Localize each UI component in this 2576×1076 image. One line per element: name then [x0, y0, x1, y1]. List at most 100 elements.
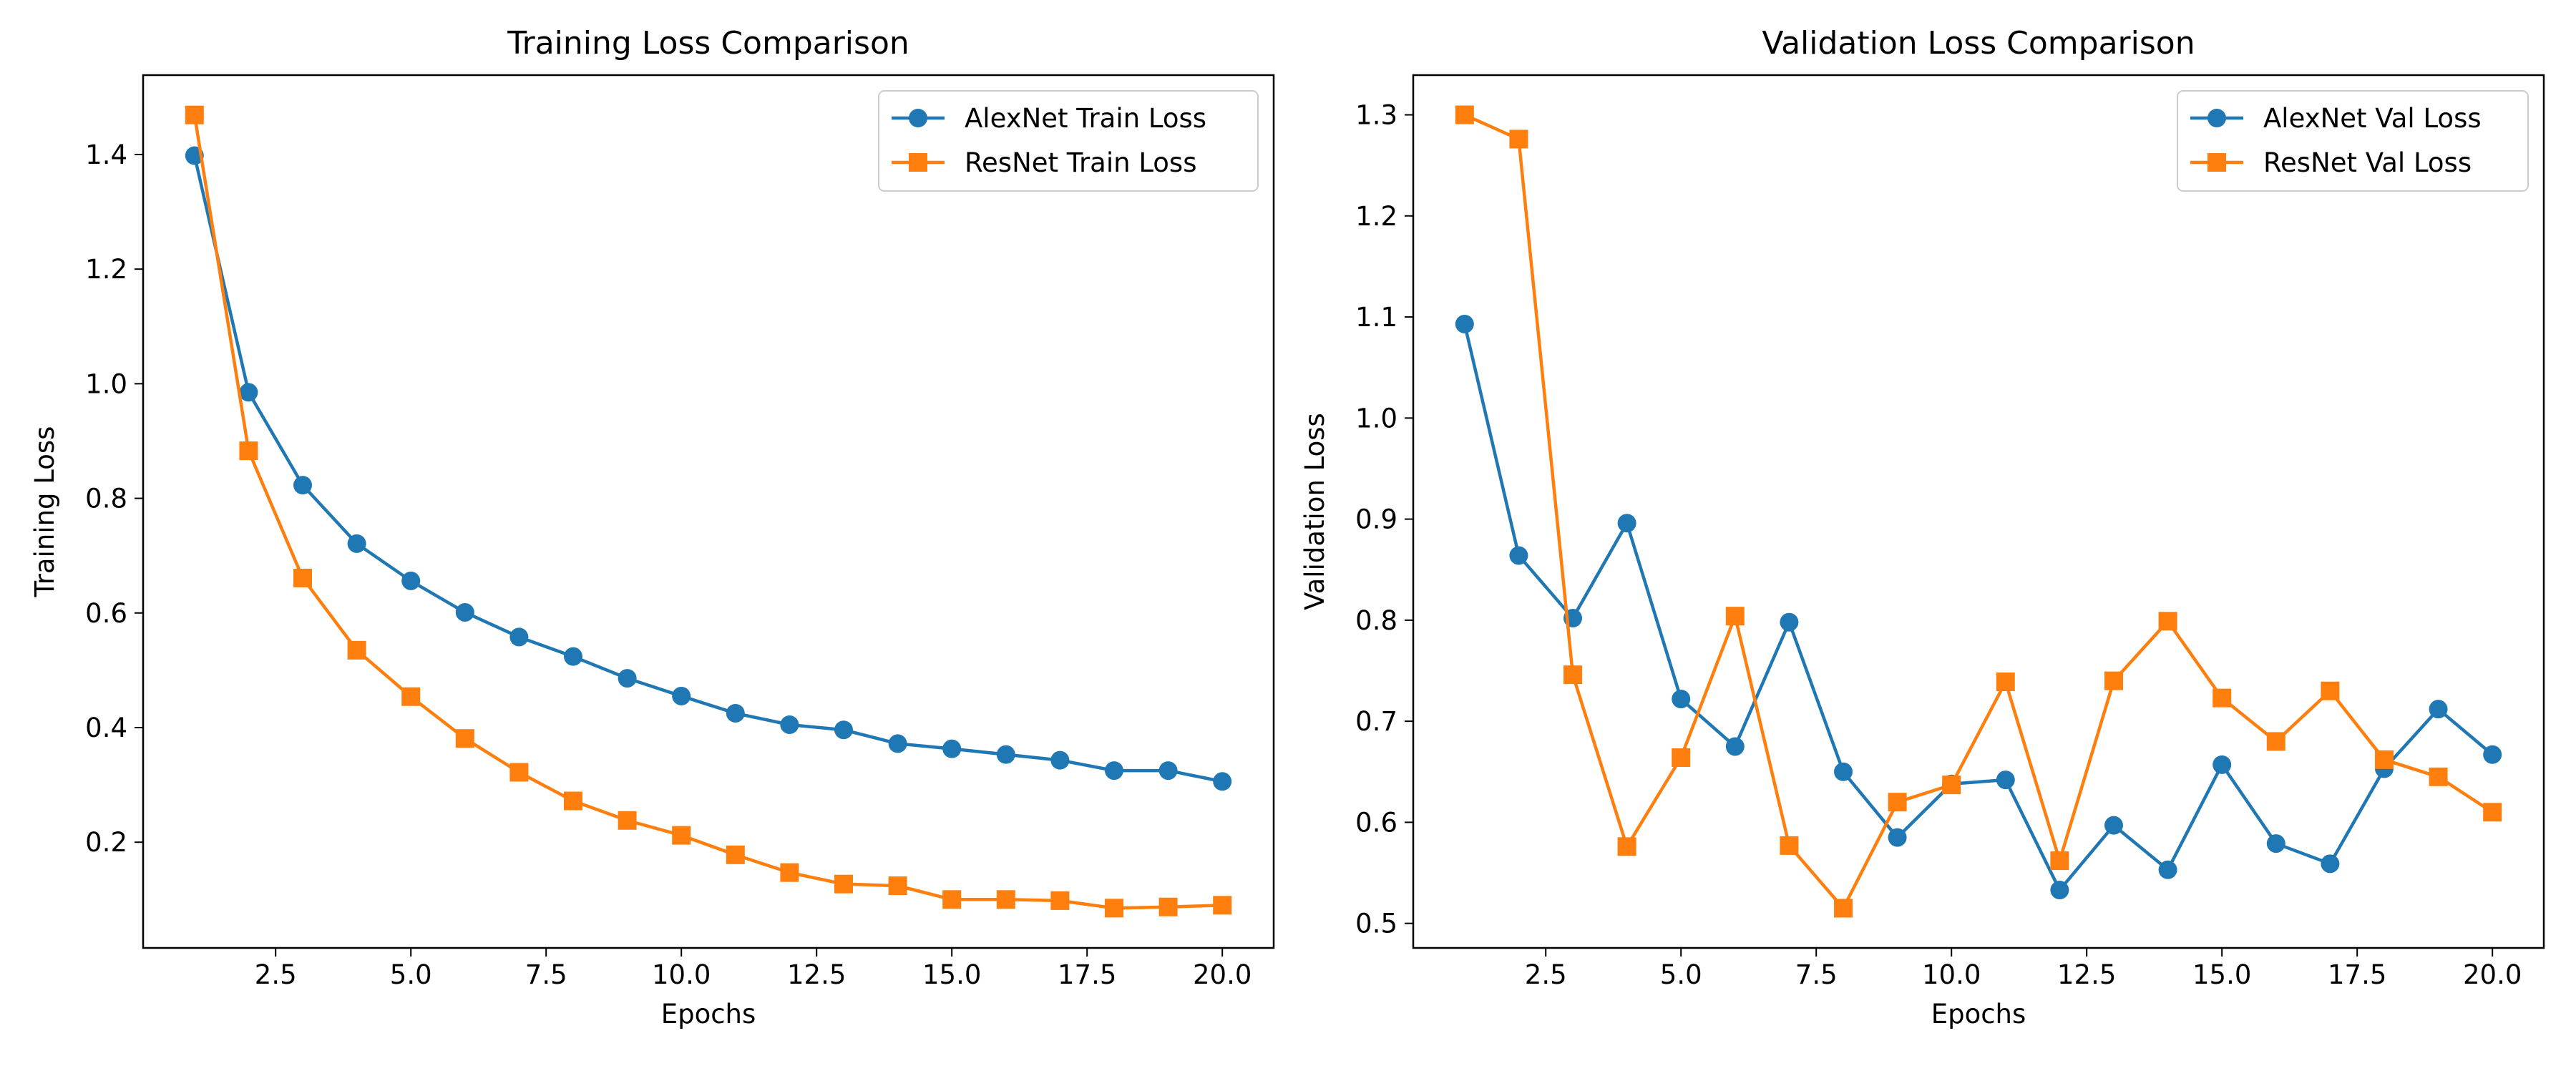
data-point	[1780, 612, 1799, 632]
data-point	[2321, 854, 2340, 874]
data-point	[2158, 612, 2177, 631]
data-point	[509, 627, 529, 647]
data-point	[1942, 776, 1961, 795]
y-tick-label: 0.8	[85, 484, 127, 514]
data-point	[1050, 891, 1070, 910]
x-tick-label: 12.5	[787, 959, 846, 990]
data-point	[834, 720, 853, 740]
data-point	[564, 647, 583, 666]
x-tick-label: 5.0	[1660, 959, 1702, 990]
x-tick-label: 10.0	[652, 959, 711, 990]
data-point	[1213, 896, 1232, 915]
chart-panel-2: Validation Loss Comparison 2.5 5.0 7.5 10.0 1…	[1299, 25, 2545, 1029]
y-tick-label: 0.9	[1355, 504, 1397, 535]
series-alexnet-val-loss	[1455, 314, 2502, 900]
chart-panel-1: Training Loss Comparison 2.5 5.0 7.5 10.0 12.…	[29, 25, 1275, 1029]
data-point	[1834, 899, 1853, 918]
data-point	[2429, 700, 2448, 719]
series-alexnet-train-loss	[185, 146, 1232, 791]
data-point	[1996, 771, 2015, 790]
data-point	[1104, 761, 1123, 781]
data-point	[1780, 836, 1799, 855]
x-tick-label: 10.0	[1922, 959, 1981, 990]
y-tick-label: 1.0	[1355, 403, 1397, 434]
legend-label: ResNet Train Loss	[965, 147, 1197, 178]
legend: AlexNet Train Loss ResNet Train Loss	[878, 90, 1259, 192]
series-resnet-train-loss	[185, 105, 1232, 918]
y-tick-label: 1.4	[85, 140, 127, 170]
data-point	[401, 687, 421, 706]
x-tick-label: 7.5	[1795, 959, 1838, 990]
y-tick-label: 0.6	[1355, 807, 1397, 838]
data-point	[564, 791, 583, 811]
x-axis-label: Epochs	[1931, 999, 2026, 1029]
series-line	[192, 114, 1223, 910]
data-point	[726, 703, 745, 723]
x-tick-label: 20.0	[2463, 959, 2522, 990]
data-point	[1888, 828, 1907, 847]
x-tick-label: 17.5	[2328, 959, 2386, 990]
data-point	[1509, 129, 1528, 149]
data-point	[239, 441, 258, 461]
data-point	[672, 826, 691, 845]
legend-marker	[909, 109, 927, 127]
data-point	[1509, 546, 1528, 565]
y-tick-label: 0.5	[1355, 909, 1397, 939]
data-point	[1672, 748, 1691, 767]
series-line	[1463, 323, 2494, 892]
x-tick-label: 15.0	[2192, 959, 2251, 990]
data-point	[1158, 897, 1178, 916]
y-tick-label: 1.2	[1355, 201, 1397, 232]
data-point	[293, 476, 313, 495]
data-point	[942, 890, 962, 909]
legend-label: AlexNet Val Loss	[2263, 103, 2482, 134]
data-point	[2050, 851, 2069, 871]
y-tick-label: 0.4	[85, 713, 127, 743]
x-tick-label: 2.5	[1525, 959, 1567, 990]
x-axis-label: Epochs	[661, 999, 756, 1029]
data-point	[618, 669, 637, 688]
data-point	[996, 890, 1015, 909]
data-point	[2104, 671, 2123, 690]
data-point	[347, 640, 366, 660]
data-point	[509, 763, 529, 782]
data-point	[672, 686, 691, 705]
data-point	[1563, 665, 1583, 685]
data-point	[1104, 899, 1123, 918]
y-axis-label: Training Loss	[29, 426, 60, 598]
data-point	[780, 863, 799, 882]
y-axis-label: Validation Loss	[1299, 413, 1330, 610]
data-point	[455, 602, 474, 622]
data-point	[1834, 762, 1853, 781]
data-point	[1455, 105, 1474, 124]
series-line	[192, 155, 1223, 783]
data-point	[888, 734, 907, 753]
y-tick-label: 1.3	[1355, 100, 1397, 131]
data-point	[888, 876, 907, 896]
y-tick-label: 1.0	[85, 368, 127, 399]
y-tick-label: 0.7	[1355, 706, 1397, 737]
data-point	[1617, 514, 1636, 533]
legend-label: AlexNet Train Loss	[965, 103, 1206, 134]
legend-box	[2177, 90, 2529, 192]
data-point	[185, 105, 204, 124]
data-point	[834, 874, 853, 894]
data-point	[1725, 737, 1745, 756]
legend-marker	[909, 153, 927, 172]
legend-label: ResNet Val Loss	[2263, 147, 2472, 178]
x-tick-label: 2.5	[255, 959, 297, 990]
data-point	[1888, 793, 1907, 812]
data-point	[2050, 881, 2069, 900]
data-point	[2266, 732, 2285, 751]
data-point	[1725, 607, 1745, 626]
plot-frame	[142, 74, 1275, 949]
chart-title: Validation Loss Comparison	[1762, 25, 2195, 62]
data-point	[2212, 755, 2232, 774]
data-point	[239, 383, 258, 402]
data-point	[2266, 834, 2285, 854]
data-point	[1213, 772, 1232, 791]
plot-frame	[1412, 74, 2545, 949]
series-line	[1463, 113, 2494, 910]
